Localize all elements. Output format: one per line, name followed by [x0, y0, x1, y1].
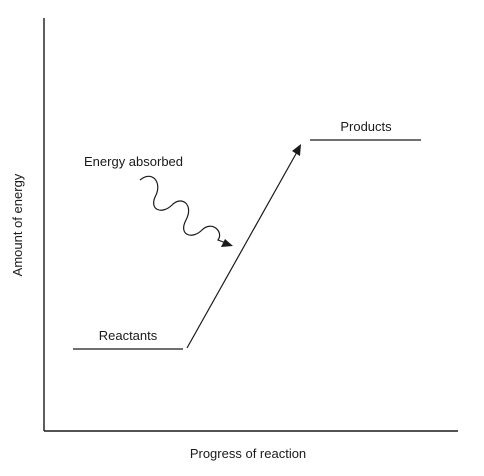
x-axis-label: Progress of reaction — [190, 446, 306, 461]
reaction-arrow — [186, 144, 301, 349]
wavy-arrow-icon — [139, 175, 233, 247]
energy-absorbed-label: Energy absorbed — [84, 154, 183, 169]
reactants-label: Reactants — [99, 328, 158, 343]
products-label: Products — [340, 119, 392, 134]
y-axis-label: Amount of energy — [10, 173, 25, 276]
